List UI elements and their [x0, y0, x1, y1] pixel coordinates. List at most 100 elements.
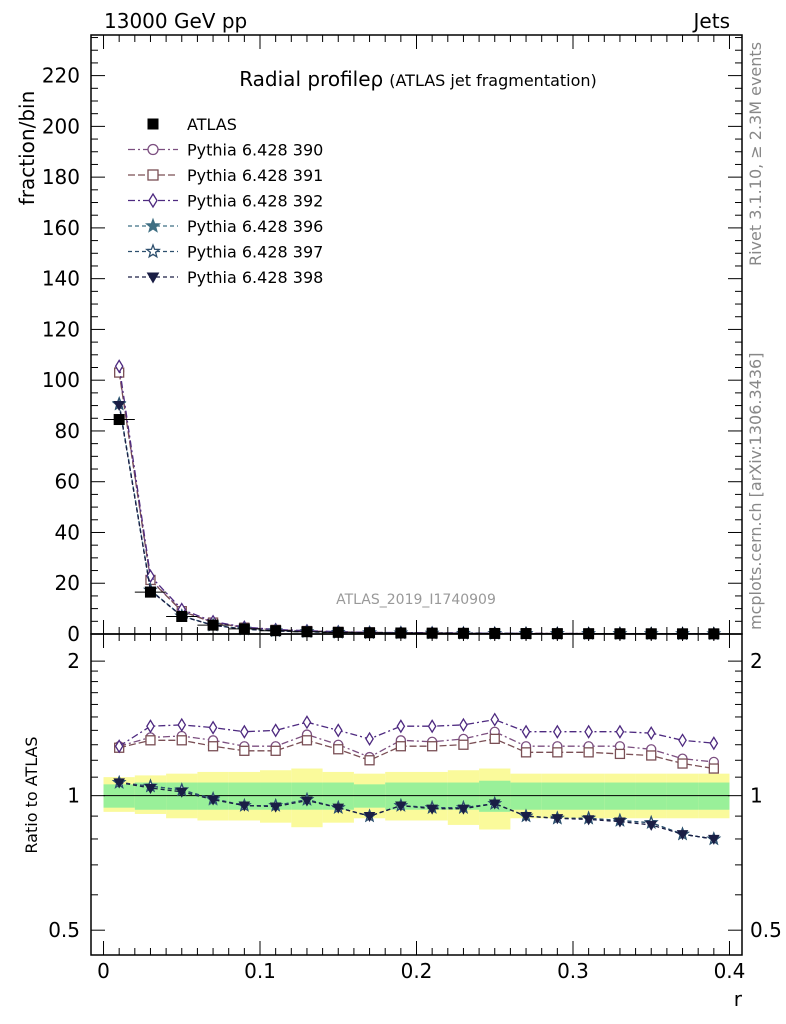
rivet-version-label: Rivet 3.1.10, ≥ 2.3M events — [746, 42, 765, 266]
data-point — [270, 745, 281, 756]
data-point — [457, 804, 470, 815]
data-point — [207, 795, 219, 806]
data-point — [302, 715, 312, 730]
legend-label: Pythia 6.428 397 — [187, 243, 323, 262]
legend-marker — [147, 169, 159, 181]
ratio-series-pythia-6-428-398 — [113, 778, 720, 845]
ratio-ylabel: Ratio to ATLAS — [22, 736, 41, 853]
ratio-data-layer — [103, 712, 730, 846]
data-point — [238, 801, 251, 812]
data-point — [490, 712, 500, 727]
main-y-tick-label: 200 — [42, 114, 80, 138]
legend-item-pythia-6-428-391: Pythia 6.428 391 — [128, 166, 323, 185]
data-point — [177, 717, 187, 732]
data-point — [582, 815, 595, 826]
legend-item-pythia-6-428-396: Pythia 6.428 396 — [128, 217, 323, 236]
data-point — [114, 359, 124, 374]
data-point — [207, 741, 219, 752]
data-point — [459, 717, 468, 732]
x-tick-label: 0.3 — [557, 959, 589, 983]
data-point — [301, 735, 313, 746]
main-axis-ticks: 0 20 40 60 80 100 120 140 160 180 200 220 — [42, 35, 742, 646]
legend-item-pythia-6-428-392: Pythia 6.428 392 — [128, 192, 323, 211]
data-point — [614, 817, 626, 828]
data-point — [709, 736, 719, 751]
ratio-y-tick-label: 0.5 — [48, 918, 80, 942]
main-plot-area: 0 20 40 60 80 100 120 140 160 180 200 220 fraction/… — [15, 34, 743, 646]
data-point — [144, 586, 156, 598]
data-point — [552, 747, 563, 758]
legend-label: Pythia 6.428 392 — [187, 192, 323, 211]
legend-item-atlas: ATLAS — [147, 115, 237, 134]
legend-marker — [148, 192, 158, 209]
data-point — [521, 724, 531, 739]
data-point — [176, 735, 187, 746]
main-y-tick-label: 40 — [55, 520, 80, 544]
data-point — [271, 723, 281, 738]
ratio-plot-area: 0.5 0.5 1 1 2 2 0 0.1 0.2 0.3 0.4 Ratio to ATLAS r — [22, 633, 782, 1011]
data-point — [301, 796, 313, 807]
category-label: Jets — [692, 9, 730, 33]
data-point — [646, 726, 656, 741]
x-axis-label: r — [734, 987, 743, 1011]
data-point — [146, 719, 155, 734]
data-point — [395, 741, 407, 752]
data-point — [426, 804, 438, 815]
legend-marker — [147, 143, 159, 156]
ratio-y-tick-label-right: 1 — [750, 784, 763, 808]
mcplots-label: mcplots.cern.ch [arXiv:1306.3436] — [746, 353, 765, 630]
legend-label: Pythia 6.428 391 — [187, 166, 323, 185]
legend-label: Pythia 6.428 398 — [187, 268, 323, 287]
main-ylabel: fraction/bin — [15, 91, 39, 206]
legend-item-pythia-6-428-390: Pythia 6.428 390 — [128, 141, 323, 160]
legend-item-pythia-6-428-397: Pythia 6.428 397 — [128, 243, 323, 262]
legend-label: Pythia 6.428 390 — [187, 141, 323, 160]
main-y-tick-label: 180 — [42, 165, 80, 189]
data-point — [364, 755, 375, 766]
legend-label: Pythia 6.428 396 — [187, 217, 323, 236]
data-point — [552, 724, 562, 739]
x-tick-label: 0.2 — [401, 959, 433, 983]
ratio-series-pythia-6-428-392 — [114, 712, 719, 754]
series-line — [119, 731, 714, 763]
ratio-y-tick-label: 1 — [67, 784, 80, 808]
data-point — [239, 724, 249, 739]
analysis-watermark: ATLAS_2019_I1740909 — [336, 592, 496, 608]
main-y-tick-label: 120 — [42, 317, 80, 341]
data-point — [333, 744, 344, 755]
data-point — [615, 724, 625, 739]
legend-marker — [145, 217, 161, 233]
data-point — [614, 748, 626, 760]
data-point — [144, 783, 157, 794]
data-point — [708, 763, 719, 774]
data-point — [677, 758, 688, 769]
x-tick-label: 0.4 — [714, 959, 746, 983]
data-point — [145, 735, 156, 746]
data-point — [458, 739, 469, 750]
data-point — [708, 834, 720, 845]
data-point — [239, 745, 250, 756]
data-point — [583, 747, 594, 758]
data-point — [646, 750, 657, 761]
data-point — [678, 733, 687, 748]
collision-label: 13000 GeV pp — [104, 9, 247, 33]
data-point — [332, 803, 345, 814]
x-tick-label: 0.1 — [244, 959, 276, 983]
data-point — [175, 787, 188, 798]
series-line — [119, 781, 714, 840]
data-point — [208, 720, 218, 735]
data-point — [426, 741, 438, 752]
legend-marker — [145, 243, 161, 259]
legend-label: ATLAS — [187, 115, 237, 134]
chart-title: Radial profileρ (ATLAS jet fragmentation) — [239, 67, 597, 91]
main-y-tick-label: 20 — [55, 571, 80, 595]
main-y-tick-label: 160 — [42, 216, 80, 240]
data-point — [113, 400, 125, 412]
legend-marker — [146, 272, 160, 284]
data-point — [427, 719, 437, 734]
data-point — [395, 801, 407, 812]
data-point — [584, 724, 594, 739]
legend: ATLAS Pythia 6.428 390 Pythia 6.428 391 Pyt… — [128, 115, 323, 287]
data-point — [676, 830, 689, 841]
legend-marker — [147, 118, 159, 130]
